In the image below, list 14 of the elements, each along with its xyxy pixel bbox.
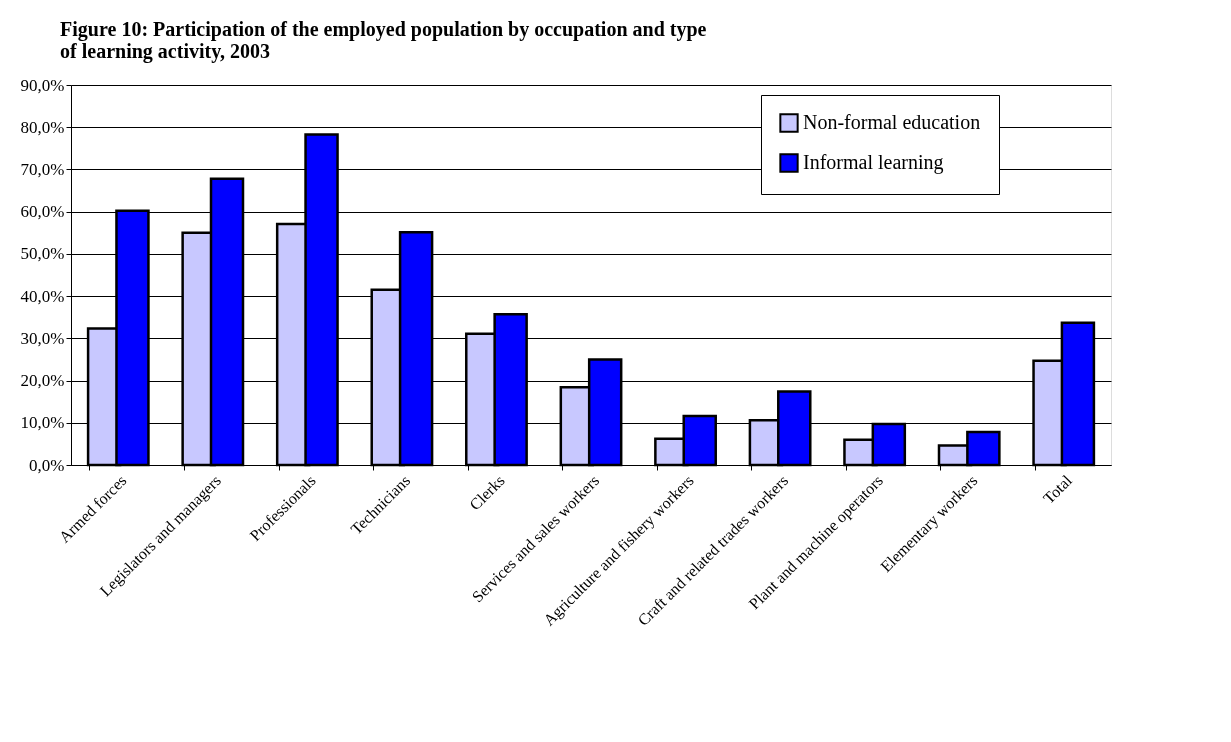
y-tick-label: 80,0% <box>20 117 65 137</box>
y-tick-label: 20,0% <box>20 371 65 391</box>
y-tick-label: 60,0% <box>20 202 65 222</box>
legend-label: Non-formal education <box>803 111 981 133</box>
text: Figure 10: Participation of the employed population by occupation and type <box>60 18 707 40</box>
y-tick-label: 40,0% <box>20 286 65 306</box>
y-tick-label: 10,0% <box>20 413 65 433</box>
legend-label: Informal learning <box>803 151 944 174</box>
text: of learning activity, 2003 <box>60 40 271 62</box>
y-tick-label: 90,0% <box>20 75 65 95</box>
y-tick-label: 70,0% <box>20 159 65 179</box>
y-tick-label: 30,0% <box>20 328 65 348</box>
y-tick-label: 50,0% <box>20 244 65 264</box>
y-tick-label: 0,0% <box>29 455 65 475</box>
